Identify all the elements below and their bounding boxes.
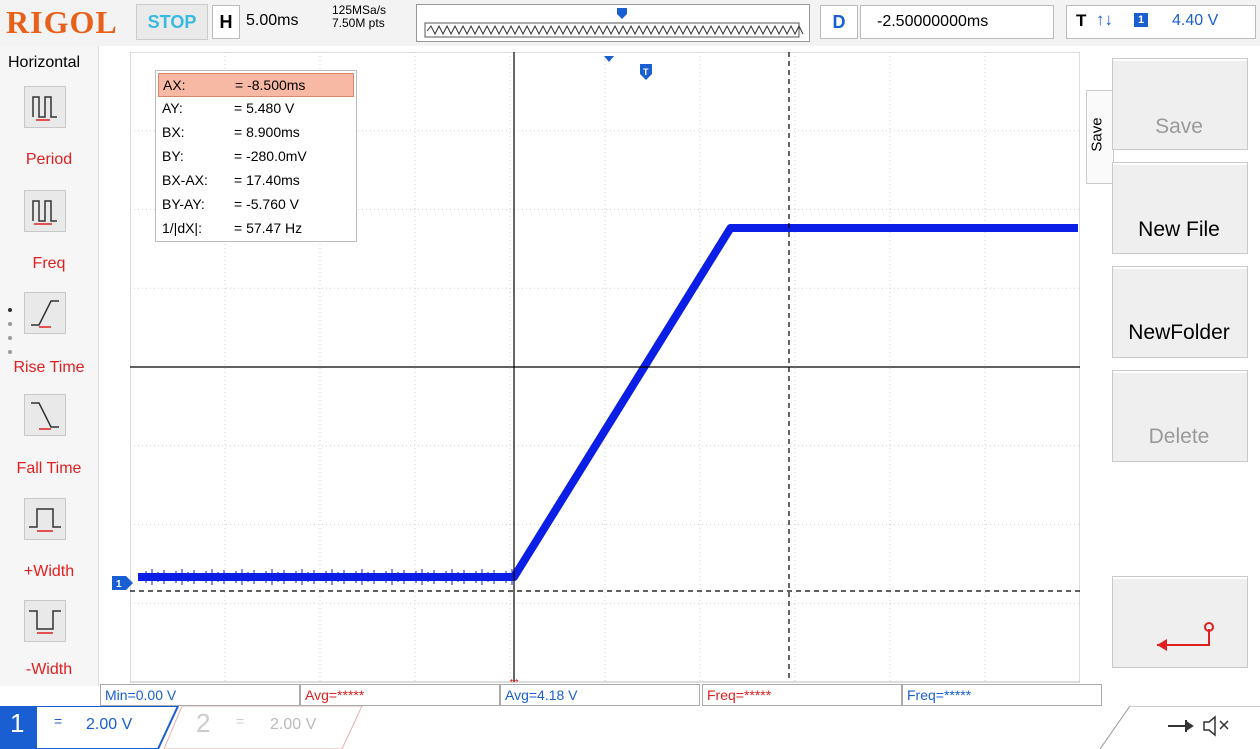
delete-label: Delete [1148, 425, 1210, 448]
trigger-t-marker-top [640, 64, 652, 80]
cursor-row: BY: = -280.0mV [158, 145, 352, 167]
cursor-row-value: = -280.0mV [234, 148, 307, 164]
fall-time-label[interactable]: Fall Time [16, 460, 82, 477]
waveform-display[interactable]: T [130, 52, 1080, 684]
new-folder-button[interactable] [1112, 266, 1248, 358]
rise-time-label[interactable]: Rise Time [13, 359, 85, 376]
return-arrow-icon [1157, 622, 1214, 651]
channel1-offset-marker[interactable]: 1 [112, 576, 134, 590]
channel1-number[interactable]: 1 [10, 708, 25, 738]
cursor-row: BY-AY: = -5.760 V [158, 193, 352, 215]
delete-button[interactable] [1112, 370, 1248, 462]
cursor-row-name: AX: [163, 77, 186, 93]
cursor-row-value: = 5.480 V [234, 100, 295, 116]
memory-trigger-marker [617, 8, 627, 19]
cursor-row-value: = -5.760 V [234, 196, 299, 212]
horizontal-position-icon: ↔ [507, 670, 521, 686]
channel1-scale[interactable]: 2.00 V [86, 716, 133, 733]
period-icon[interactable] [24, 86, 66, 128]
memory-overview-strip [416, 4, 810, 42]
trigger-channel: 1 [1134, 13, 1148, 27]
cursor-row-value: = 17.40ms [234, 172, 300, 188]
channel2-coupling-icon: = [236, 713, 245, 729]
page-dot-2 [8, 322, 12, 326]
measure-freq-2[interactable]: Freq=***** [902, 684, 1102, 706]
save-tab-label: Save [1088, 117, 1106, 152]
cursor-row-name: BY-AY: [162, 196, 205, 212]
trigger-position-marker [604, 56, 614, 62]
sample-info: 125MSa/s 7.50M pts [332, 4, 386, 30]
cursor-row-value: = 57.47 Hz [234, 220, 303, 236]
save-button[interactable] [1112, 58, 1248, 150]
run-stop-indicator[interactable]: STOP [136, 4, 208, 40]
cursor-row-value: = -8.500ms [235, 77, 306, 93]
horizontal-label: H [212, 5, 240, 39]
sample-rate: 125MSa/s [332, 3, 387, 17]
return-button[interactable] [1112, 576, 1248, 668]
channel2-number[interactable]: 2 [196, 708, 211, 738]
delay-value[interactable]: -2.50000000ms [860, 5, 1054, 39]
usb-icon [1168, 720, 1194, 732]
new-file-button[interactable] [1112, 162, 1248, 254]
trigger-edge-icon: ↑↓ [1096, 10, 1113, 29]
delay-label: D [820, 5, 858, 39]
measure-avg-1[interactable]: Avg=***** [300, 684, 500, 706]
period-label[interactable]: Period [25, 151, 73, 168]
memory-overview-wave [424, 8, 804, 38]
cursor-row-value: = 8.900ms [234, 124, 300, 140]
cursor-row-name: BX-AX: [162, 172, 208, 188]
memory-depth: 7.50M pts [332, 16, 385, 30]
channel1-noise [139, 569, 513, 585]
status-tray [1100, 706, 1260, 749]
positive-width-icon[interactable] [24, 498, 66, 540]
measure-menu-panel [0, 46, 99, 686]
trigger-box[interactable] [1066, 5, 1256, 39]
negative-width-icon[interactable] [24, 600, 66, 642]
page-dot-1 [8, 308, 12, 312]
cursor-readout: AX: = -8.500ms AY: = 5.480 V BX: = 8.900ms BY:… [155, 70, 357, 242]
cursor-row: BX: = 8.900ms [158, 121, 352, 143]
svg-text:1: 1 [116, 579, 122, 590]
cursor-row-name: BX: [162, 124, 185, 140]
save-button-label: Save [1155, 115, 1203, 138]
cursor-row: AY: = 5.480 V [158, 97, 352, 119]
speaker-mute-icon [1203, 715, 1229, 737]
channel1-coupling-icon: = [54, 713, 63, 729]
horizontal-scale[interactable]: 5.00ms [246, 12, 299, 29]
fall-time-icon[interactable] [24, 394, 66, 436]
cursor-row-name: BY: [162, 148, 184, 164]
measure-min[interactable]: Min=0.00 V [100, 684, 300, 706]
menu-title: Horizontal [8, 54, 81, 71]
rigol-logo: RIGOL [6, 4, 118, 40]
channel-tabs [0, 706, 363, 749]
cursor-row-name: AY: [162, 100, 183, 116]
channel1-trace [138, 224, 1078, 581]
new-file-label: New File [1138, 218, 1220, 241]
freq-label[interactable]: Freq [32, 255, 66, 272]
positive-width-label[interactable]: +Width [23, 563, 75, 580]
cursor-row: BX-AX: = 17.40ms [158, 169, 352, 191]
page-dot-3 [8, 336, 12, 340]
trigger-label: T [1076, 11, 1087, 30]
cursor-row-name: 1/|dX|: [162, 220, 202, 236]
measure-freq-1[interactable]: Freq=***** [702, 684, 902, 706]
freq-icon[interactable] [24, 190, 66, 232]
cursor-row: 1/|dX|: = 57.47 Hz [158, 217, 352, 239]
measure-avg-2[interactable]: Avg=4.18 V [500, 684, 700, 706]
channel2-scale[interactable]: 2.00 V [270, 716, 317, 733]
cursor-row: AX: = -8.500ms [158, 73, 354, 97]
page-dot-4 [8, 350, 12, 354]
new-folder-label: NewFolder [1128, 321, 1230, 344]
rise-time-icon[interactable] [24, 292, 66, 334]
svg-text:T: T [643, 67, 649, 77]
trigger-level[interactable]: 4.40 V [1172, 12, 1219, 29]
negative-width-label[interactable]: -Width [25, 661, 73, 678]
